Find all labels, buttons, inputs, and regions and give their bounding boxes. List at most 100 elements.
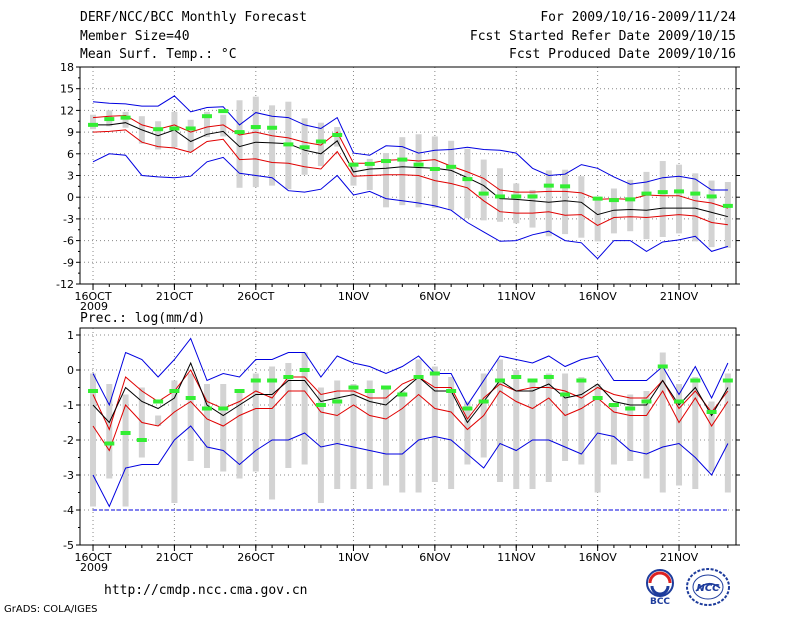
observed-marker [364, 389, 375, 393]
y-tick-label: 0 [67, 364, 74, 377]
ensemble-box [464, 148, 471, 219]
observed-marker [511, 375, 522, 379]
observed-marker [527, 378, 538, 383]
ncc-logo: NCC [686, 568, 730, 606]
observed-marker [185, 396, 196, 400]
y-tick-label: -6 [63, 235, 74, 248]
observed-marker [169, 389, 180, 393]
ensemble-box [122, 111, 129, 128]
y-tick-label: -2 [63, 434, 74, 447]
observed-marker [153, 127, 164, 132]
ensemble-box [317, 122, 324, 167]
x-tick-label: 1NOV [338, 551, 370, 564]
series-p10-line [92, 129, 728, 226]
ensemble-box [301, 352, 308, 465]
y-tick-label: 9 [67, 126, 74, 139]
ensemble-box [594, 384, 601, 493]
observed-marker [185, 126, 196, 131]
observed-marker [104, 441, 115, 446]
ensemble-box [399, 137, 406, 206]
observed-marker [332, 399, 343, 404]
observed-marker [218, 406, 229, 411]
observed-marker [543, 183, 554, 188]
ensemble-box [269, 366, 276, 500]
y-tick-label: -12 [56, 278, 74, 291]
ensemble-box [578, 176, 585, 238]
x-tick-label: 1NOV [338, 290, 370, 303]
ensemble-box [171, 380, 178, 503]
forecast-title: DERF/NCC/BCC Monthly Forecast [80, 10, 307, 25]
ensemble-box [545, 170, 552, 237]
observed-marker [283, 375, 294, 379]
series-min-line [92, 425, 729, 508]
observed-marker [169, 126, 180, 131]
ensemble-box [252, 373, 259, 472]
ensemble-box [187, 373, 194, 461]
ensemble-box [431, 366, 438, 482]
ensemble-box [90, 373, 97, 507]
ensemble-box [578, 377, 585, 465]
y-tick-label: 6 [67, 148, 74, 161]
ensemble-box [627, 394, 634, 461]
observed-marker [462, 406, 473, 411]
series-median-line [92, 361, 729, 424]
observed-marker [478, 399, 489, 404]
ensemble-box [220, 384, 227, 472]
ncc-logo-text: NCC [696, 583, 720, 594]
observed-marker [234, 130, 245, 135]
y-tick-label: 15 [60, 83, 74, 96]
observed-marker [283, 142, 294, 147]
observed-marker [641, 191, 652, 196]
observed-marker [608, 198, 619, 203]
ensemble-box [643, 391, 650, 479]
ensemble-box [610, 405, 617, 465]
observed-marker [267, 378, 278, 383]
ensemble-box [431, 136, 438, 209]
y-tick-label: -4 [63, 504, 74, 517]
ensemble-box [399, 391, 406, 493]
y-tick-label: 18 [60, 61, 74, 74]
observed-marker [641, 399, 652, 404]
observed-marker [625, 406, 636, 411]
observed-marker [397, 157, 408, 162]
observed-marker [315, 403, 326, 407]
precipitation-panel-title: Prec.: log(mm/d) [80, 311, 205, 326]
ensemble-box [529, 380, 536, 489]
observed-marker [397, 392, 408, 397]
ensemble-box [692, 173, 699, 242]
observed-marker [153, 399, 164, 404]
ensemble-box [513, 183, 520, 224]
ensemble-box [203, 384, 210, 468]
start-date-label: Fcst Started Refer Date 2009/10/15 [469, 29, 736, 44]
ensemble-box [317, 387, 324, 503]
observed-marker [413, 162, 424, 167]
observed-marker [234, 389, 245, 393]
observed-marker [88, 389, 99, 393]
y-tick-label: 3 [67, 170, 74, 183]
ensemble-box [529, 189, 536, 228]
ensemble-box [627, 179, 634, 232]
observed-marker [446, 164, 457, 169]
x-tick-label: 16NOV [579, 551, 618, 564]
x-tick-label: 16OCT [74, 290, 111, 303]
ensemble-box [676, 384, 683, 486]
bcc-logo-text: BCC [650, 597, 670, 606]
ensemble-box [220, 114, 227, 137]
bcc-logo: BCC [646, 569, 674, 606]
temperature-panel-title: Mean Surf. Temp.: °C [80, 47, 237, 62]
observed-marker [462, 177, 473, 182]
observed-marker [690, 191, 701, 196]
x-tick-label: 21NOV [660, 551, 699, 564]
x-tick-label: 11NOV [497, 290, 536, 303]
series-min-line [92, 153, 729, 260]
ensemble-box [545, 373, 552, 482]
x-tick-label: 6NOV [419, 290, 451, 303]
ensemble-box [708, 401, 715, 472]
ensemble-box [659, 161, 666, 237]
observed-marker [706, 410, 717, 414]
observed-marker [429, 166, 440, 171]
ensemble-box [464, 401, 471, 465]
observed-marker [494, 194, 505, 199]
ensemble-box [724, 182, 731, 248]
observed-marker [657, 364, 668, 369]
